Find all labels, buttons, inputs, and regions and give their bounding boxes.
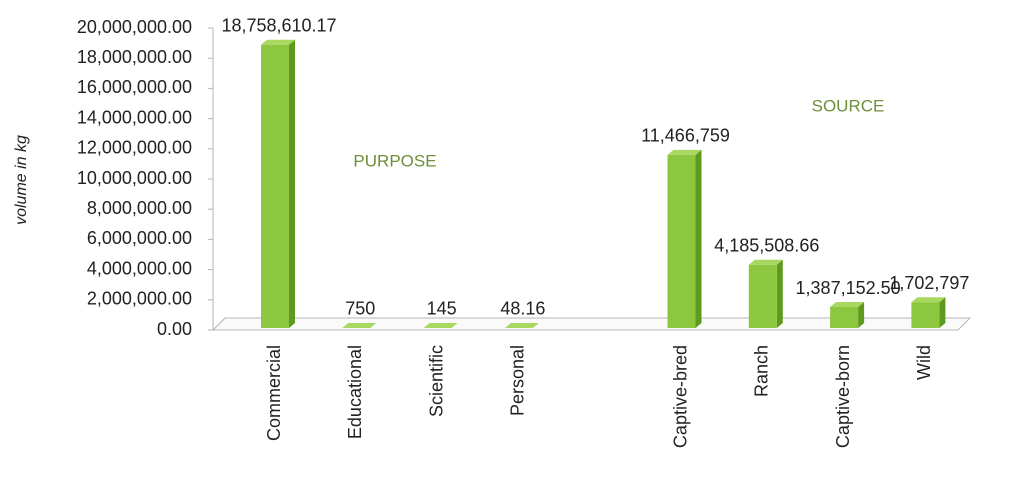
y-tick-label: 12,000,000.00: [77, 138, 192, 158]
bar: [667, 149, 702, 328]
y-tick-label: 8,000,000.00: [87, 198, 192, 218]
bar-side: [289, 39, 295, 328]
y-tick-label: 4,000,000.00: [87, 258, 192, 278]
value-label: 1,702,797: [889, 273, 969, 293]
bar-side: [776, 259, 783, 328]
x-tick-label: Wild: [914, 345, 934, 380]
y-tick-label: 0.00: [157, 319, 192, 339]
y-tick-label: 16,000,000.00: [77, 77, 192, 97]
bar: [748, 259, 783, 328]
bar-side: [532, 322, 539, 328]
y-tick-label: 14,000,000.00: [77, 107, 192, 127]
x-tick-label: Scientific: [426, 345, 446, 417]
x-tick-label: Commercial: [264, 345, 284, 441]
bar-top: [748, 259, 783, 265]
x-tick-label: Captive-born: [833, 345, 853, 448]
bar-side: [858, 302, 865, 328]
x-tick-label: Personal: [508, 345, 528, 416]
bar-front: [911, 302, 940, 328]
bar: [261, 39, 295, 328]
bar: [504, 322, 539, 328]
x-tick-label: Educational: [345, 345, 365, 439]
bar-side: [370, 322, 377, 328]
value-label: 750: [345, 299, 375, 319]
bar-side: [451, 322, 458, 328]
value-label: 48.16: [500, 299, 545, 319]
bar-top: [911, 297, 946, 303]
bar-front: [748, 264, 777, 328]
bar-front: [830, 307, 859, 328]
value-label: 1,387,152.50: [796, 278, 901, 298]
y-tick-label: 2,000,000.00: [87, 289, 192, 309]
bar-top: [830, 302, 865, 308]
bar-top: [261, 39, 295, 45]
value-label: 18,758,610.17: [221, 15, 336, 35]
annotation: SOURCE: [812, 96, 885, 115]
value-label: 11,466,759: [641, 126, 730, 146]
bar-side: [939, 297, 946, 328]
y-axis-label: volume in kg: [13, 135, 30, 225]
y-tick-label: 20,000,000.00: [77, 17, 192, 37]
bar-top: [667, 149, 702, 155]
bar-top: [504, 322, 539, 328]
value-label: 4,185,508.66: [714, 236, 819, 256]
bar-front: [667, 154, 696, 328]
y-tick-label: 18,000,000.00: [77, 47, 192, 67]
bar-front: [261, 44, 289, 328]
bar: [423, 322, 458, 328]
x-tick-label: Ranch: [752, 345, 772, 397]
y-tick-label: 10,000,000.00: [77, 168, 192, 188]
bar-side: [695, 149, 702, 328]
bar: [342, 322, 377, 328]
y-tick-label: 6,000,000.00: [87, 228, 192, 248]
bar-top: [342, 322, 377, 328]
value-label: 145: [427, 299, 457, 319]
x-tick-label: Captive-bred: [670, 345, 690, 448]
bar: [911, 297, 946, 328]
bar-top: [423, 322, 458, 328]
annotation: PURPOSE: [353, 151, 436, 170]
bar: [830, 302, 865, 328]
